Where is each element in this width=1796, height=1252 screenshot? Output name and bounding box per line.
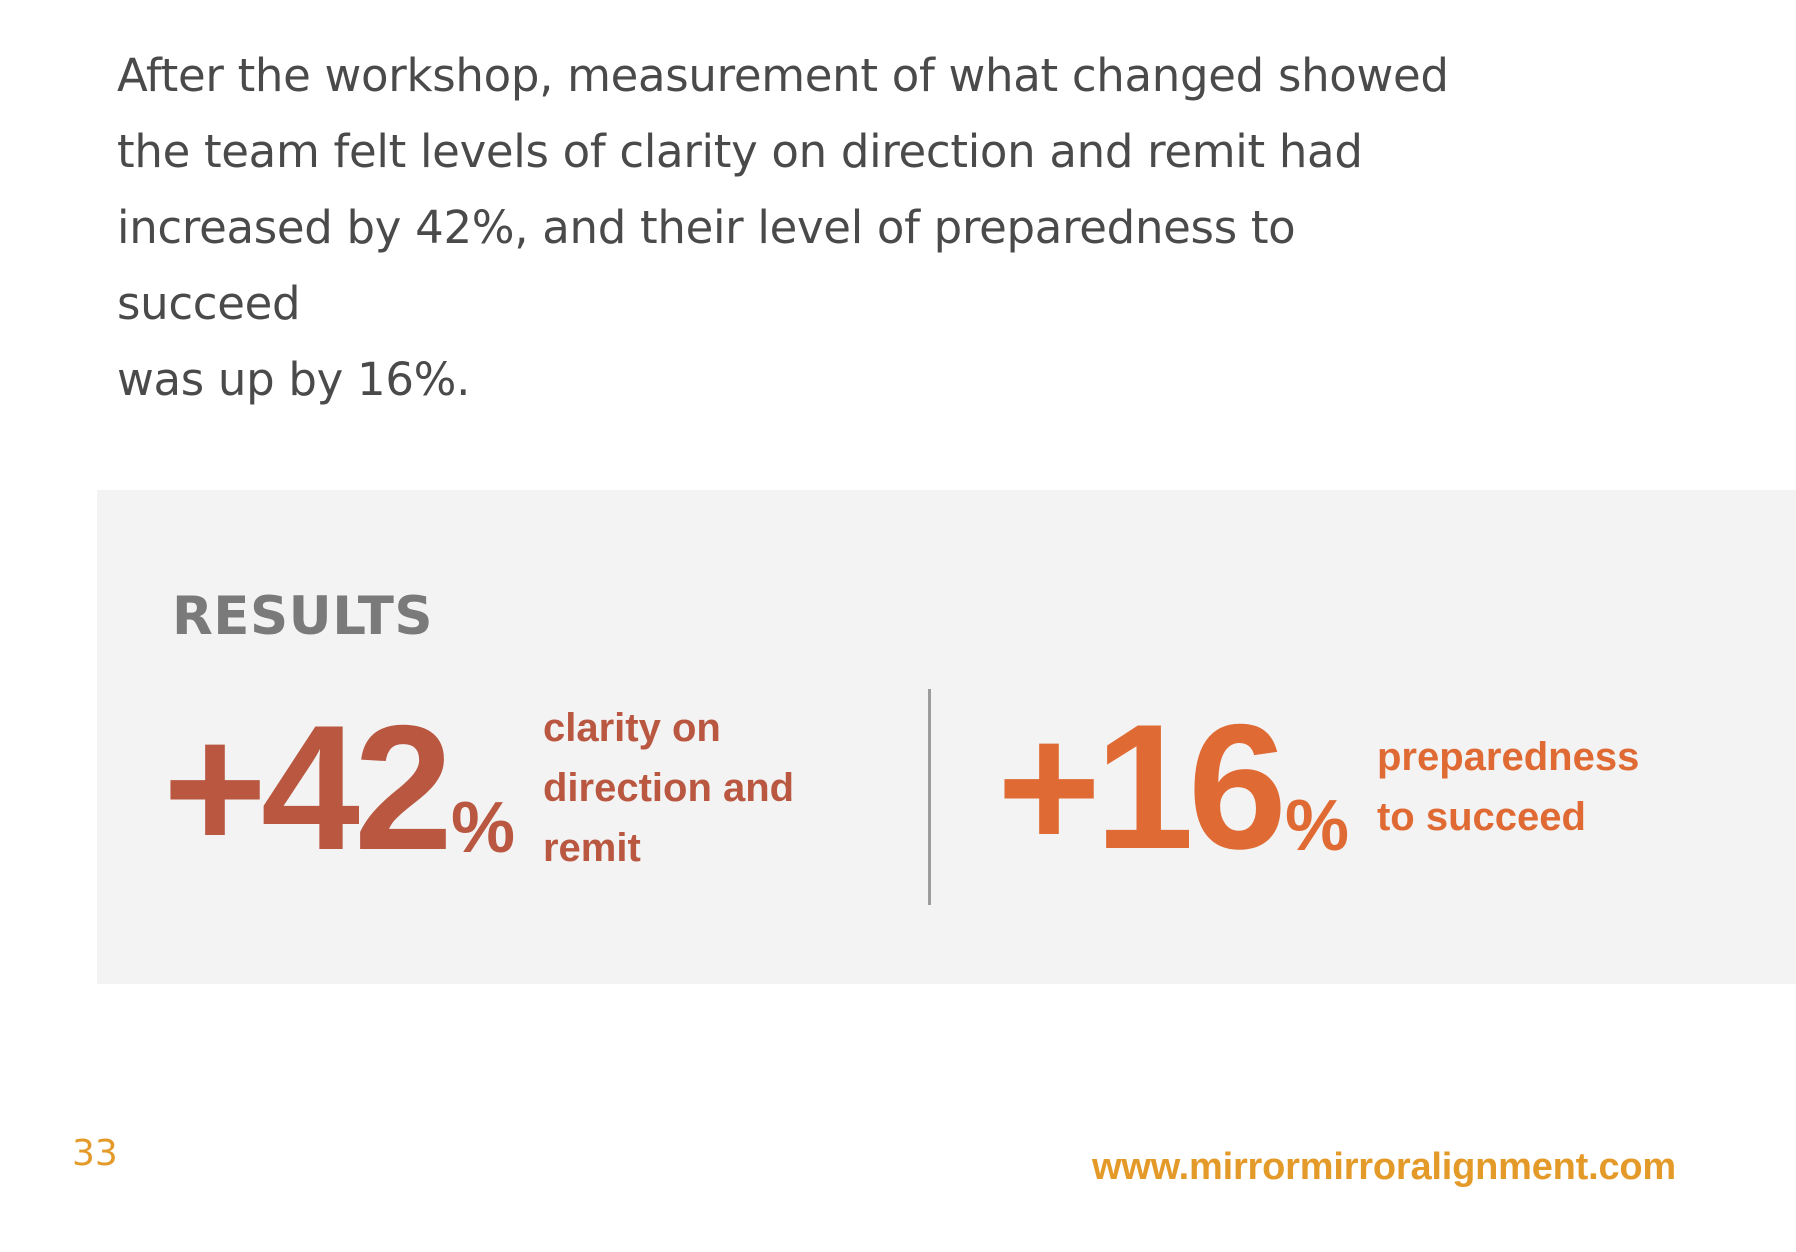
stat-value: +16 <box>997 687 1287 886</box>
stat-label-line: direction and <box>542 766 795 810</box>
results-panel: RESULTS +42 % clarity on direction and r… <box>97 490 1796 984</box>
results-heading: RESULTS <box>172 586 434 647</box>
stat-percent-sign: % <box>1284 786 1349 866</box>
stat-label: clarity on direction and remit <box>543 698 794 878</box>
website-link[interactable]: www.mirrormirroralignment.com <box>1092 1146 1677 1188</box>
intro-line: After the workshop, measurement of what … <box>117 49 1449 102</box>
intro-line: was up by 16%. <box>117 353 471 406</box>
intro-paragraph: After the workshop, measurement of what … <box>117 38 1477 418</box>
stat-label: preparedness to succeed <box>1377 727 1639 847</box>
stat-label-line: remit <box>542 826 641 870</box>
stat-value: +42 <box>163 688 453 887</box>
page-number: 33 <box>72 1133 118 1174</box>
stat-label-line: preparedness <box>1376 735 1640 779</box>
stat-label-line: clarity on <box>542 706 721 750</box>
stat-percent-sign: % <box>450 788 515 868</box>
intro-line: increased by 42%, and their level of pre… <box>117 201 1296 330</box>
stat-clarity: +42 % clarity on direction and remit <box>163 698 794 878</box>
intro-line: the team felt levels of clarity on direc… <box>117 125 1363 178</box>
stat-label-line: to succeed <box>1376 795 1586 839</box>
stat-divider <box>928 689 931 905</box>
stat-preparedness: +16 % preparedness to succeed <box>997 698 1639 876</box>
